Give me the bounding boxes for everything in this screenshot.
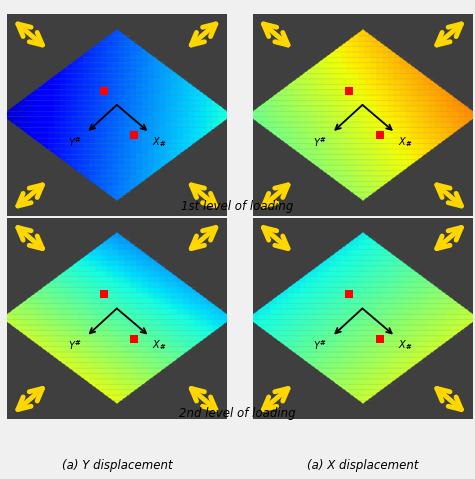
Text: $X_{\mathbf{\#}}$: $X_{\mathbf{\#}}$ [398,339,412,353]
Text: 2nd level of loading: 2nd level of loading [179,407,296,420]
Text: $X_{\mathbf{\#}}$: $X_{\mathbf{\#}}$ [152,339,166,353]
Text: 1st level of loading: 1st level of loading [181,200,294,213]
Text: $Y^{\mathbf{\#}}$: $Y^{\mathbf{\#}}$ [314,135,327,149]
Text: (a) X displacement: (a) X displacement [307,459,418,472]
Text: $Y^{\mathbf{\#}}$: $Y^{\mathbf{\#}}$ [68,135,82,149]
Text: (a) Y displacement: (a) Y displacement [62,459,172,472]
Text: $X_{\mathbf{\#}}$: $X_{\mathbf{\#}}$ [398,135,412,149]
Text: $Y^{\mathbf{\#}}$: $Y^{\mathbf{\#}}$ [314,339,327,353]
Text: $X_{\mathbf{\#}}$: $X_{\mathbf{\#}}$ [152,135,166,149]
Text: $Y^{\mathbf{\#}}$: $Y^{\mathbf{\#}}$ [68,339,82,353]
